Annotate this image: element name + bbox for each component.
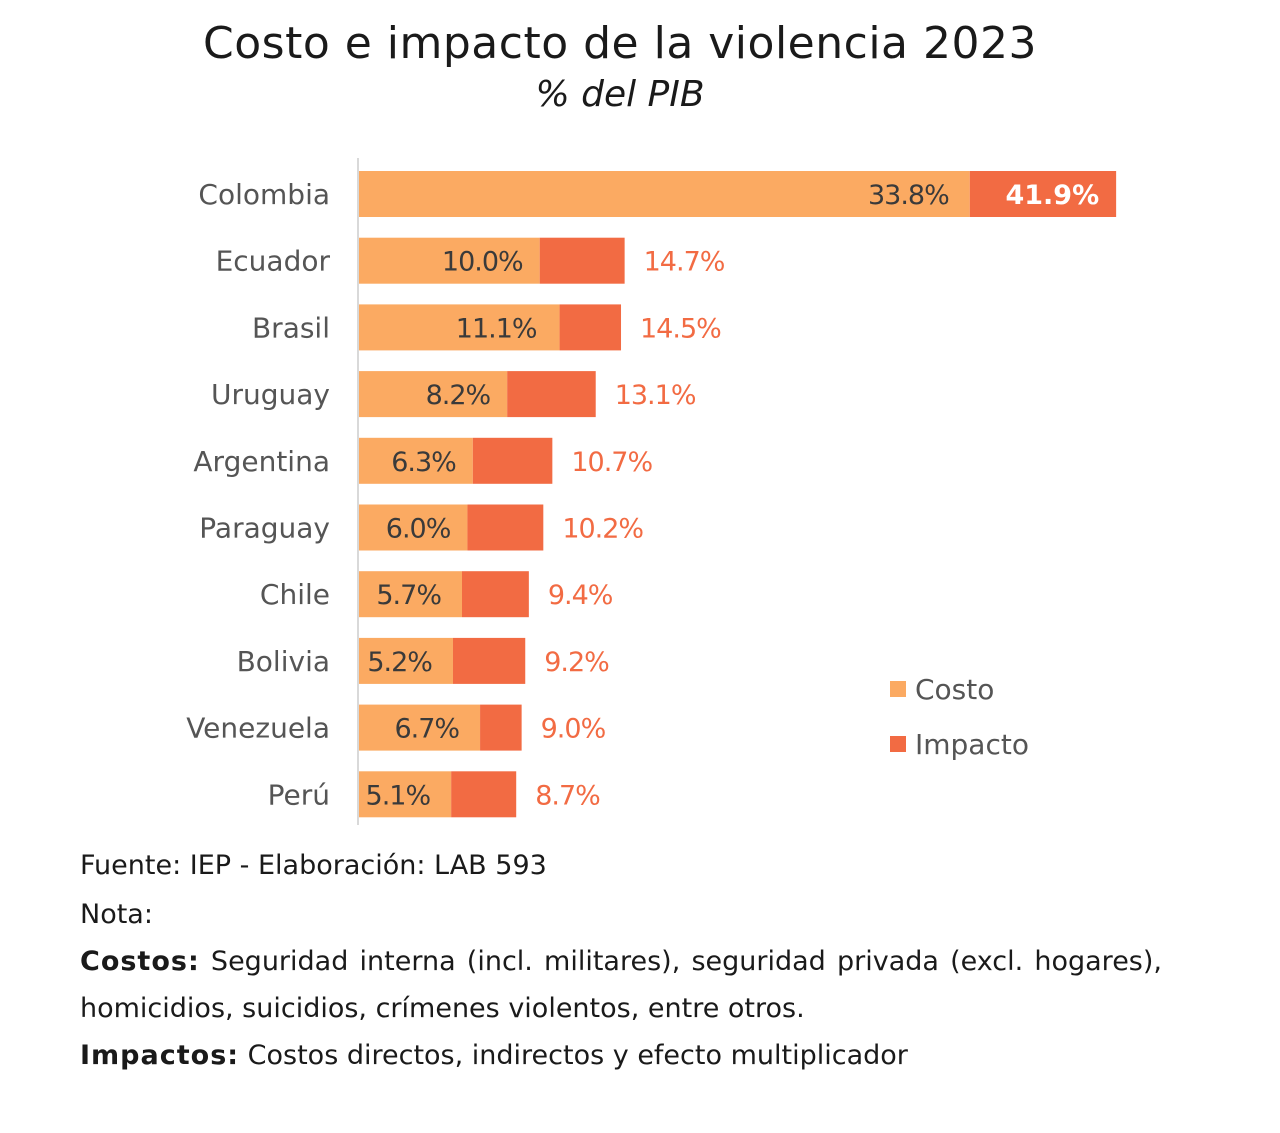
costo-value-label: 11.1% bbox=[456, 313, 537, 344]
impacto-bar bbox=[507, 371, 596, 418]
chart-title: Costo e impacto de la violencia 2023 bbox=[203, 18, 1037, 69]
legend-label-costo: Costo bbox=[915, 673, 994, 706]
impacto-value-label: 14.5% bbox=[640, 313, 721, 344]
category-label: Paraguay bbox=[199, 512, 330, 545]
impactos-label: Impactos: bbox=[80, 1040, 240, 1071]
impacto-bar bbox=[461, 571, 529, 618]
category-label: Brasil bbox=[252, 311, 330, 344]
legend-swatch-impacto bbox=[890, 736, 906, 752]
costo-value-label: 8.2% bbox=[426, 380, 491, 411]
impacto-bar bbox=[559, 304, 622, 351]
costos-label: Costos: bbox=[80, 946, 200, 977]
impacto-bar bbox=[452, 637, 526, 684]
impacto-value-label: 10.2% bbox=[562, 514, 643, 545]
impacto-bar bbox=[451, 771, 517, 818]
costo-bar bbox=[359, 704, 481, 751]
costo-value-label: 5.2% bbox=[367, 647, 432, 678]
costo-value-label: 5.1% bbox=[366, 780, 431, 811]
costo-bar bbox=[359, 237, 540, 284]
costo-bar bbox=[359, 504, 468, 551]
costo-value-label: 6.3% bbox=[391, 447, 456, 478]
costo-bar bbox=[359, 637, 453, 684]
impacto-value-label: 8.7% bbox=[535, 780, 600, 811]
impactos-text: Costos directos, indirectos y efecto mul… bbox=[239, 1040, 908, 1071]
costo-value-label: 5.7% bbox=[376, 580, 441, 611]
costo-value-label: 33.8% bbox=[868, 180, 949, 211]
impacto-value-label: 9.4% bbox=[548, 580, 613, 611]
nota-label: Nota: bbox=[80, 899, 153, 930]
costos-text: Seguridad interna (incl. militares), seg… bbox=[80, 946, 1162, 1024]
costos-note: Costos: Seguridad interna (incl. militar… bbox=[80, 938, 1162, 1032]
costo-bar bbox=[359, 371, 508, 418]
impacto-bar bbox=[472, 437, 553, 484]
category-label: Perú bbox=[268, 778, 330, 811]
legend-swatch-costo bbox=[890, 681, 906, 697]
impacto-bar bbox=[969, 171, 1117, 217]
category-label: Bolivia bbox=[237, 645, 330, 678]
category-label: Argentina bbox=[193, 445, 330, 478]
costo-value-label: 6.7% bbox=[394, 714, 459, 745]
impacto-value-label: 10.7% bbox=[571, 447, 652, 478]
legend-label-impacto: Impacto bbox=[915, 728, 1029, 761]
costo-bar bbox=[359, 571, 462, 618]
category-label: Venezuela bbox=[186, 712, 330, 745]
impacto-value-label: 9.0% bbox=[541, 714, 606, 745]
costo-bar bbox=[359, 437, 473, 484]
category-label: Ecuador bbox=[216, 245, 331, 278]
impactos-note: Impactos: Costos directos, indirectos y … bbox=[80, 1032, 1162, 1079]
category-label: Colombia bbox=[198, 178, 330, 211]
chart-subtitle: % del PIB bbox=[535, 74, 705, 115]
category-label: Chile bbox=[260, 578, 330, 611]
impacto-value-label: 13.1% bbox=[615, 380, 696, 411]
costo-bar bbox=[359, 771, 452, 818]
costo-bar bbox=[359, 171, 970, 217]
category-label: Uruguay bbox=[211, 378, 330, 411]
source-note: Fuente: IEP - Elaboración: LAB 593 bbox=[80, 850, 547, 881]
impacto-bar bbox=[539, 237, 625, 284]
impacto-value-label: 9.2% bbox=[544, 647, 609, 678]
impacto-value-label: 14.7% bbox=[644, 247, 725, 278]
costo-value-label: 6.0% bbox=[386, 514, 451, 545]
impacto-value-label: 41.9% bbox=[1005, 180, 1099, 211]
bar-chart: Colombia 33.8% 41.9% Ecuador 10.0% 14.7% Brasi… bbox=[186, 158, 1117, 825]
costo-value-label: 10.0% bbox=[442, 247, 523, 278]
impacto-bar bbox=[467, 504, 544, 551]
impacto-bar bbox=[480, 704, 522, 751]
costo-bar bbox=[359, 304, 560, 351]
